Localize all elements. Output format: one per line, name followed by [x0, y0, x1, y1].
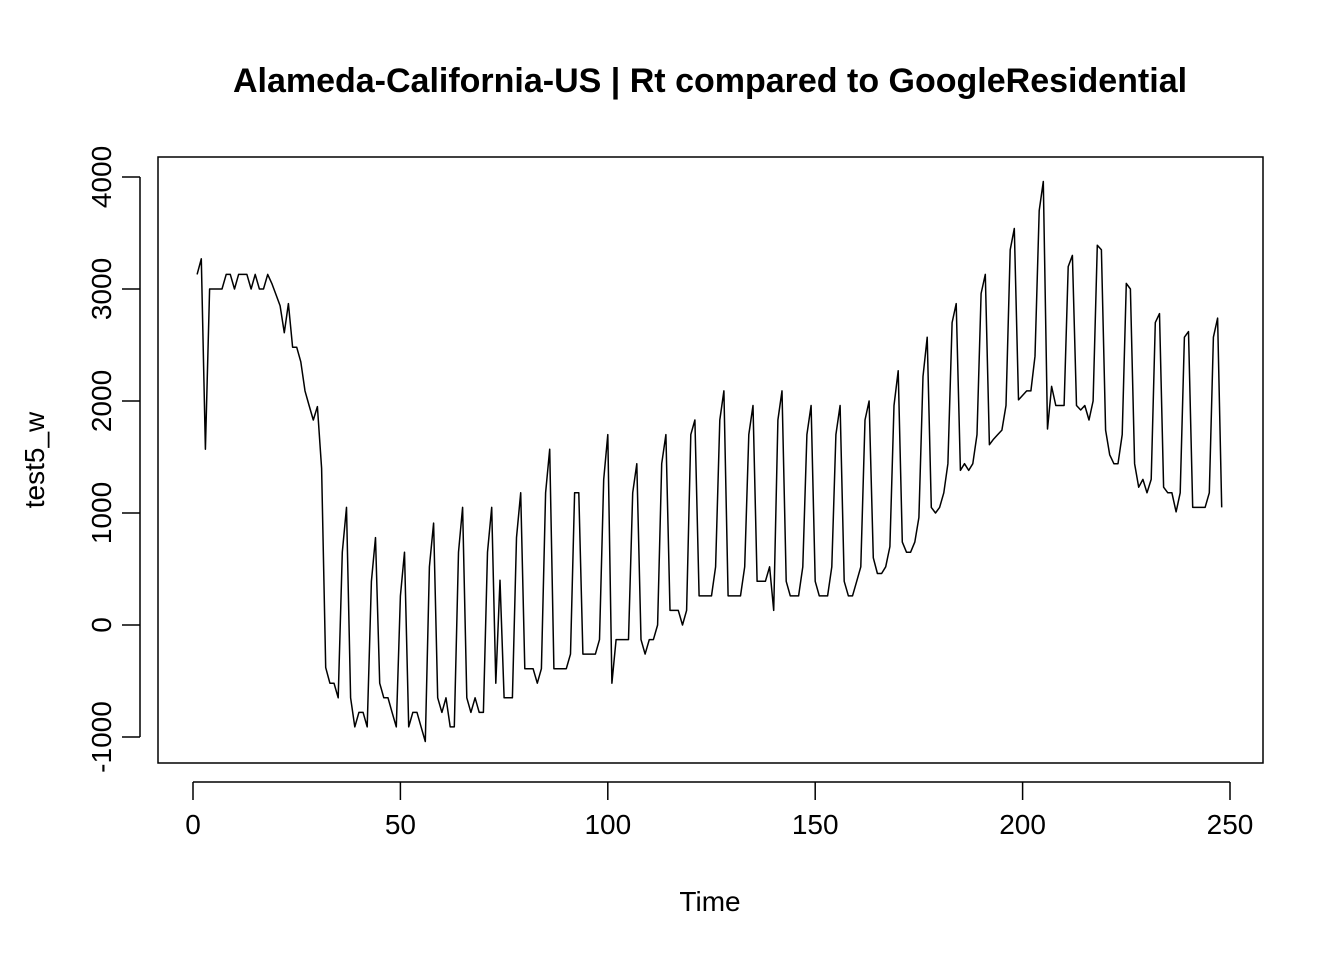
y-tick-label: 0 — [86, 617, 117, 633]
y-tick-label: 2000 — [86, 370, 117, 432]
y-tick-label: 4000 — [86, 146, 117, 208]
y-tick-label: 3000 — [86, 258, 117, 320]
plot-frame — [157, 156, 1264, 764]
series-line — [196, 180, 1223, 743]
x-tick-label: 250 — [1207, 809, 1254, 840]
x-tick-label: 100 — [584, 809, 631, 840]
y-axis-label: test5_w — [19, 411, 50, 508]
x-tick-label: 150 — [792, 809, 839, 840]
chart-title: Alameda-California-US | Rt compared to G… — [233, 62, 1187, 100]
y-tick-label: -1000 — [86, 701, 117, 773]
x-tick-label: 0 — [185, 809, 201, 840]
x-tick-label: 200 — [999, 809, 1046, 840]
x-axis-label: Time — [679, 886, 740, 917]
x-axis: 0 50 100 150 200 250 — [185, 781, 1254, 840]
y-tick-label: 1000 — [86, 482, 117, 544]
x-tick-label: 50 — [385, 809, 416, 840]
y-axis: -1000 0 1000 2000 3000 4000 — [86, 146, 141, 773]
